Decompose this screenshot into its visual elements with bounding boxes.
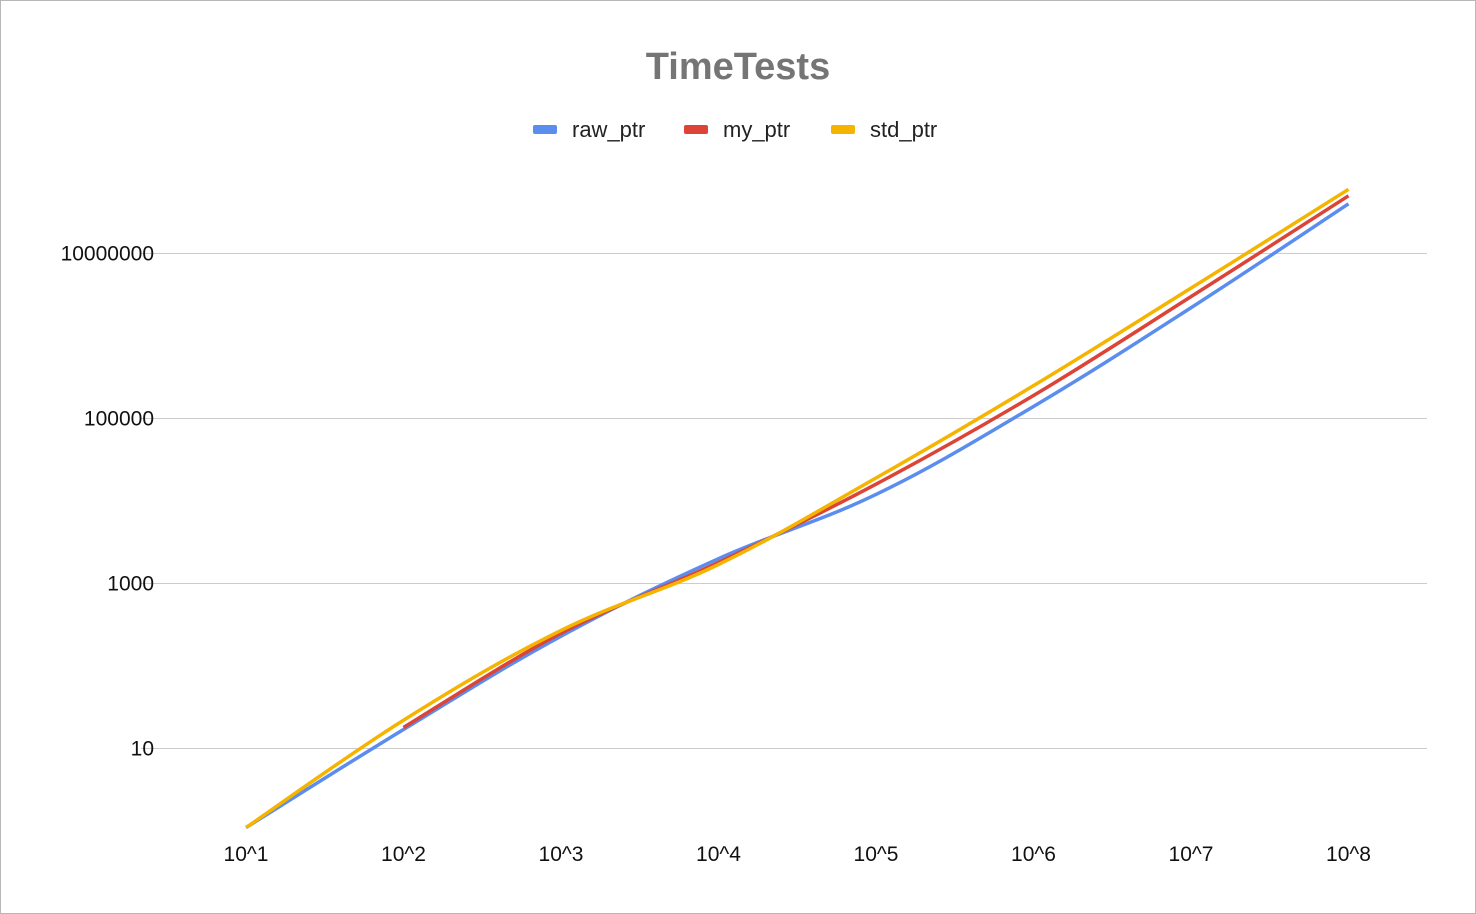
legend-swatch [684,125,708,134]
chart-legend: raw_ptr my_ptr std_ptr [533,117,937,142]
x-tick-label: 10^8 [1326,843,1371,866]
chart-series [245,187,1350,830]
series-line-my-ptr [402,194,1350,729]
legend-label: my_ptr [723,117,790,142]
legend-swatch [533,125,557,134]
series-line-raw-ptr [245,202,1350,830]
legend-swatch [831,125,855,134]
x-tick-label: 10^1 [224,843,269,866]
legend-label: raw_ptr [572,117,645,142]
x-axis-ticks: 10^1 10^2 10^3 10^4 10^5 10^6 10^7 10^8 [224,843,1371,866]
series-line-std-ptr [245,187,1350,830]
y-tick-label: 100000 [84,408,154,431]
x-tick-label: 10^3 [539,843,584,866]
y-tick-label: 10 [131,738,154,761]
grid-lines [141,253,1427,749]
chart-title: TimeTests [646,46,830,88]
y-tick-label: 10000000 [61,243,154,266]
y-axis-ticks: 10 1000 100000 10000000 [61,243,154,761]
x-tick-label: 10^5 [854,843,899,866]
x-tick-label: 10^7 [1169,843,1214,866]
legend-label: std_ptr [870,117,937,142]
x-tick-label: 10^6 [1011,843,1056,866]
y-tick-label: 1000 [107,573,154,596]
x-tick-label: 10^4 [696,843,741,866]
x-tick-label: 10^2 [381,843,426,866]
